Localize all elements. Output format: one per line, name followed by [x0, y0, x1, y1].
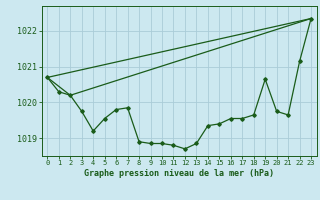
X-axis label: Graphe pression niveau de la mer (hPa): Graphe pression niveau de la mer (hPa)	[84, 169, 274, 178]
